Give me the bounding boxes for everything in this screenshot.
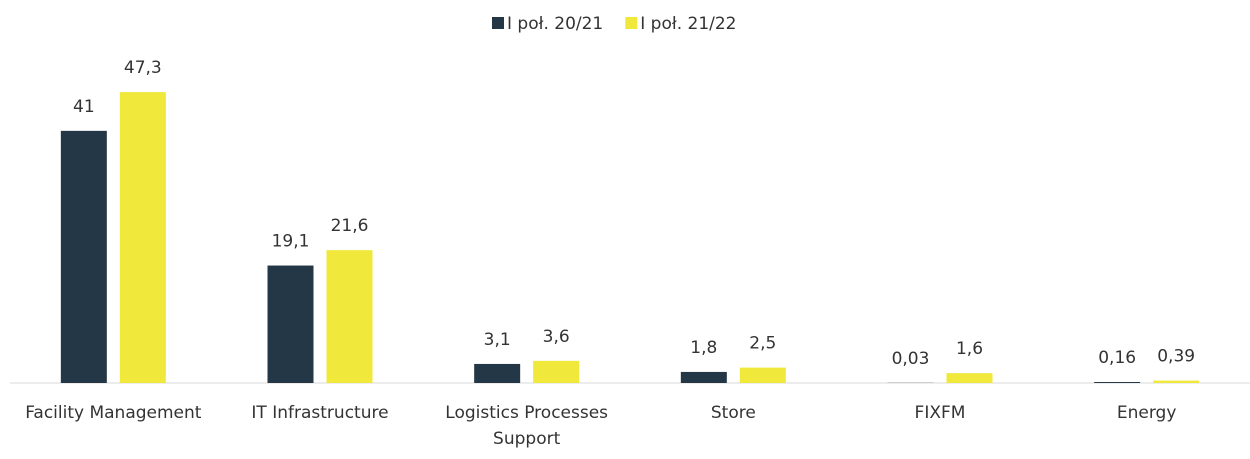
data-label: 21,6 [331, 216, 369, 236]
legend-label: I poł. 20/21 [507, 14, 603, 34]
data-label: 47,3 [124, 58, 162, 78]
legend-label: I poł. 21/22 [640, 14, 736, 34]
x-tick-label: FIXFM [914, 403, 966, 423]
x-tick-label: Facility Management [25, 403, 202, 423]
legend-swatch [492, 17, 504, 29]
data-label: 3,6 [543, 327, 570, 347]
bar [739, 367, 786, 383]
x-tick-label: IT Infrastructure [251, 403, 389, 423]
data-label: 1,6 [956, 339, 983, 359]
data-label: 0,39 [1157, 347, 1195, 367]
data-label: 2,5 [749, 334, 776, 354]
bar [474, 363, 521, 383]
data-label: 41 [73, 97, 95, 117]
bar [533, 360, 580, 383]
data-label: 3,1 [484, 330, 511, 350]
legend-swatch [625, 17, 638, 29]
x-tick-label: Energy [1116, 403, 1177, 423]
bar [119, 92, 166, 383]
data-label: 19,1 [272, 232, 310, 252]
data-label: 0,03 [892, 349, 930, 369]
bar [680, 371, 727, 383]
bar [946, 373, 993, 383]
bar [267, 265, 314, 383]
bar [60, 130, 107, 383]
bar [1153, 380, 1200, 383]
data-label: 1,8 [690, 338, 717, 358]
x-tick-label: Logistics Processes Support [445, 403, 609, 449]
data-label: 0,16 [1098, 348, 1136, 368]
bar [326, 250, 373, 383]
bar [1094, 382, 1141, 383]
x-tick-label: Store [710, 403, 756, 423]
